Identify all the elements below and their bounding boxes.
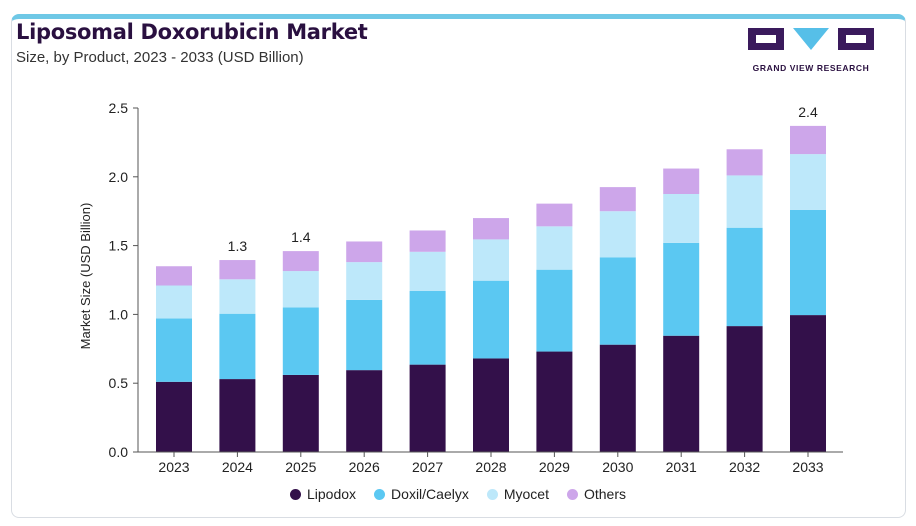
bar-segment-myocet-2029 (536, 226, 573, 270)
legend-item-others: Others (566, 486, 626, 502)
bar-segment-lipodox-2028 (473, 358, 509, 452)
legend-label: Others (583, 486, 626, 502)
y-tick-label: 0.5 (109, 375, 129, 391)
y-axis-label: Market Size (USD Billion) (78, 203, 93, 350)
bar-segment-lipodox-2030 (599, 344, 636, 452)
x-tick-label: 2028 (475, 459, 506, 475)
bar-segment-others-2026 (346, 241, 383, 263)
legend-label: Myocet (503, 486, 549, 502)
x-tick-label: 2033 (792, 459, 823, 475)
bar-segment-others-2024 (219, 260, 256, 280)
bar-segment-lipodox-2027 (409, 364, 446, 452)
bar-segment-myocet-2033 (790, 154, 826, 210)
legend-swatch-icon (486, 489, 498, 500)
legend-item-doxil-caelyx: Doxil/Caelyx (374, 486, 469, 502)
legend: Lipodox Doxil/Caelyx Myocet Others (0, 486, 916, 502)
bar-segment-lipodox-2025 (282, 374, 319, 452)
x-tick-label: 2027 (412, 459, 443, 475)
y-tick-label: 2.5 (109, 100, 129, 116)
bar-segment-myocet-2025 (282, 271, 319, 308)
bar-segment-lipodox-2029 (536, 351, 573, 452)
x-tick-label: 2023 (158, 459, 189, 475)
bar-segment-others-2030 (599, 187, 636, 212)
legend-item-lipodox: Lipodox (290, 486, 356, 502)
legend-label: Lipodox (307, 486, 357, 502)
x-tick-label: 2026 (349, 459, 380, 475)
bar-segment-doxil-caelyx-2026 (346, 299, 383, 371)
bar-segment-others-2023 (156, 266, 192, 286)
bar-segment-lipodox-2023 (156, 381, 192, 452)
y-tick-label: 1.0 (109, 306, 129, 322)
legend-swatch-icon (374, 489, 386, 500)
bar-segment-lipodox-2031 (663, 335, 700, 452)
bar-segment-doxil-caelyx-2029 (536, 269, 573, 352)
bar-segment-myocet-2031 (663, 194, 700, 243)
legend-swatch-icon (290, 489, 301, 500)
bar-segment-others-2033 (790, 125, 826, 155)
bar-segment-doxil-caelyx-2033 (790, 209, 826, 316)
bar-segment-lipodox-2024 (219, 379, 256, 452)
data-label-2025: 1.4 (291, 229, 311, 245)
data-label-2033: 2.4 (798, 104, 818, 120)
bar-segment-doxil-caelyx-2024 (219, 313, 256, 380)
bar-segment-others-2029 (536, 203, 573, 227)
bar-segment-myocet-2027 (409, 251, 446, 292)
chart-subtitle: Size, by Product, 2023 - 2033 (USD Billi… (16, 49, 304, 66)
grand-view-research-logo-icon (748, 28, 874, 50)
x-tick-label: 2029 (539, 459, 570, 475)
bar-segment-others-2028 (473, 218, 509, 240)
legend-swatch-icon (566, 489, 578, 500)
bar-segment-lipodox-2032 (726, 326, 763, 452)
logo-text: GRAND VIEW RESEARCH (752, 63, 870, 73)
bar-segment-others-2027 (409, 230, 446, 252)
x-tick-label: 2031 (666, 459, 697, 475)
data-label-2024: 1.3 (228, 238, 248, 254)
bar-segment-myocet-2026 (346, 262, 383, 300)
bar-segment-others-2031 (663, 168, 700, 194)
y-tick-label: 2.0 (109, 169, 129, 185)
x-tick-label: 2025 (285, 459, 316, 475)
bar-segment-doxil-caelyx-2030 (599, 257, 636, 345)
bar-segment-doxil-caelyx-2031 (663, 242, 700, 336)
bar-segment-myocet-2032 (726, 175, 763, 228)
bar-segment-doxil-caelyx-2032 (726, 227, 763, 327)
legend-item-myocet: Myocet (486, 486, 549, 502)
x-tick-label: 2024 (222, 459, 253, 475)
bar-segment-others-2025 (282, 251, 319, 272)
bar-segment-doxil-caelyx-2028 (473, 280, 509, 359)
x-tick-label: 2030 (602, 459, 633, 475)
bar-segment-doxil-caelyx-2025 (282, 307, 319, 375)
x-axis: 2023 2024 2025 2026 2027 2028 2029 2030 2031 2032… (138, 451, 843, 475)
y-axis: 0.0 0.5 1.0 1.5 2.0 2.5 (109, 100, 139, 460)
bar-segment-lipodox-2033 (790, 315, 826, 452)
bar-segment-others-2032 (726, 149, 763, 176)
y-tick-label: 1.5 (109, 238, 129, 254)
bar-segment-myocet-2023 (156, 285, 192, 319)
bar-segment-myocet-2030 (599, 211, 636, 258)
chart-title: Liposomal Doxorubicin Market (16, 20, 368, 44)
bar-segment-myocet-2028 (473, 239, 509, 281)
bar-segment-doxil-caelyx-2027 (409, 291, 446, 365)
bar-segment-myocet-2024 (219, 279, 256, 314)
bars (156, 125, 826, 452)
data-labels: 1.3 1.4 2.4 (228, 104, 818, 254)
bar-segment-doxil-caelyx-2023 (156, 318, 192, 382)
legend-label: Doxil/Caelyx (391, 486, 469, 502)
bar-segment-lipodox-2026 (346, 370, 383, 452)
x-tick-label: 2032 (729, 459, 760, 475)
y-tick-label: 0.0 (109, 444, 129, 460)
